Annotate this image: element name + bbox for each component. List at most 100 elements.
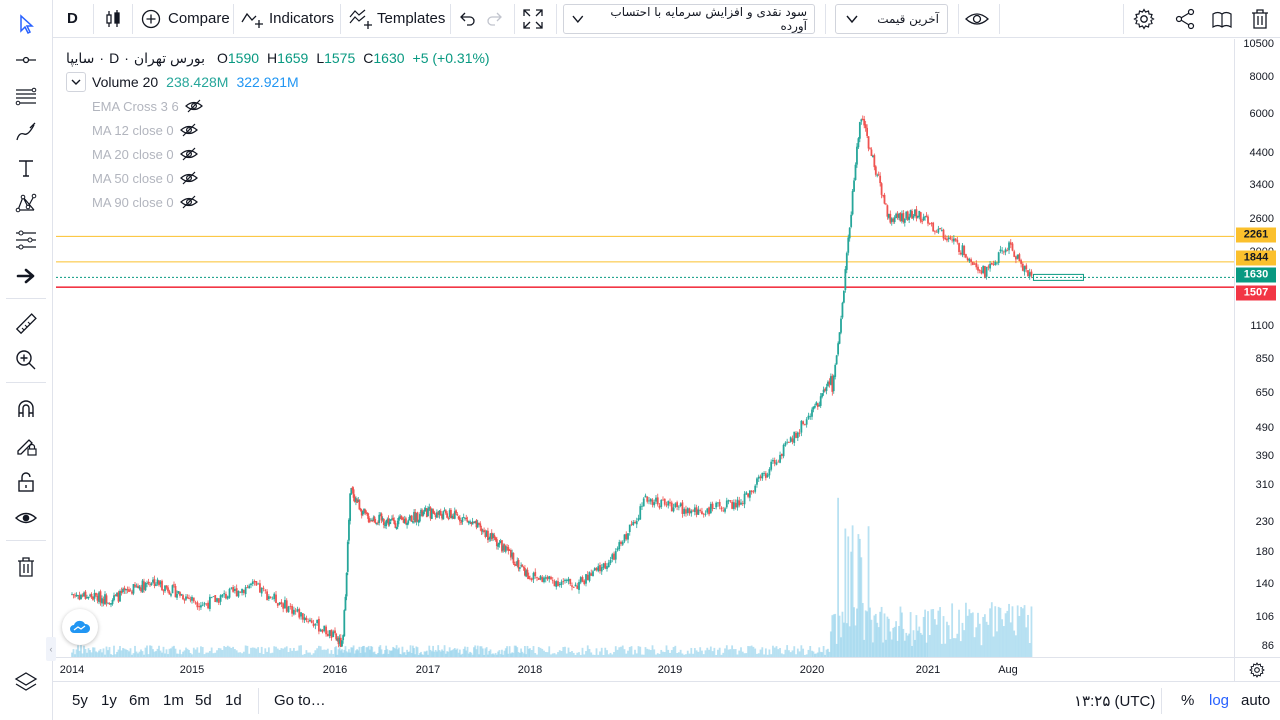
volume-bar: [965, 602, 967, 657]
volume-bar: [906, 635, 909, 657]
volume-bar: [825, 649, 828, 657]
brush-tool-icon[interactable]: [8, 117, 44, 147]
trend-line-tool-icon[interactable]: [8, 45, 44, 75]
eye-hidden-icon[interactable]: [184, 99, 203, 113]
range-button-1m[interactable]: 1m: [163, 692, 184, 709]
volume-bar: [515, 645, 517, 657]
collapse-legend-button[interactable]: [66, 72, 86, 92]
volume-bar: [337, 649, 340, 657]
volume-bar: [430, 651, 433, 657]
eye-hidden-icon[interactable]: [179, 147, 198, 161]
indicator-row[interactable]: MA 20 close 0: [92, 142, 490, 166]
axis-settings-button[interactable]: [1234, 657, 1280, 681]
volume-bar: [761, 647, 764, 657]
eye-hidden-icon[interactable]: [179, 171, 198, 185]
volume-bar: [499, 654, 502, 657]
cloud-logo-icon[interactable]: [62, 609, 98, 645]
volume-bar: [889, 631, 892, 657]
volume-bar: [922, 616, 925, 657]
templates-button[interactable]: Templates: [349, 3, 445, 34]
share-button[interactable]: [1174, 3, 1196, 34]
candle-body: [120, 590, 123, 593]
settings-button[interactable]: [1133, 3, 1155, 34]
eye-visibility-icon[interactable]: [8, 503, 44, 533]
volume-bar: [298, 645, 301, 657]
redo-button[interactable]: [485, 3, 505, 34]
range-button-5d[interactable]: 5d: [195, 692, 212, 709]
volume-bar: [161, 652, 163, 657]
range-button-6m[interactable]: 6m: [129, 692, 150, 709]
goto-button[interactable]: Go to…: [274, 692, 326, 709]
adjustment-select[interactable]: سود نقدی و افزایش سرمایه با احتساب آورده: [563, 4, 815, 34]
indicator-row[interactable]: MA 12 close 0: [92, 118, 490, 142]
chart-style-button[interactable]: [103, 3, 123, 34]
log-scale-toggle[interactable]: log: [1209, 692, 1230, 709]
eye-hidden-icon[interactable]: [179, 195, 198, 209]
fib-retracement-tool-icon[interactable]: [8, 81, 44, 111]
volume-bar: [77, 645, 79, 657]
ruler-icon[interactable]: [8, 309, 44, 339]
candle-body: [430, 508, 433, 519]
symbol-name[interactable]: سایپا: [66, 49, 95, 66]
candle-body: [970, 259, 973, 262]
volume-bar: [417, 654, 420, 657]
price-type-select[interactable]: آخرین قیمت: [835, 4, 948, 34]
collapse-toolbar-handle[interactable]: ‹: [46, 637, 56, 661]
remove-button[interactable]: [1250, 3, 1270, 34]
candle-body: [927, 216, 929, 224]
volume-bar: [487, 654, 489, 657]
compare-button[interactable]: Compare: [141, 3, 230, 34]
interval-button[interactable]: D: [67, 10, 78, 27]
indicator-row[interactable]: EMA Cross 3 6: [92, 94, 490, 118]
lock-drawing-pencil-icon[interactable]: [8, 430, 44, 460]
candle-body: [642, 498, 645, 507]
range-button-5y[interactable]: 5y: [72, 692, 88, 709]
snapshot-button[interactable]: [1211, 3, 1233, 34]
percent-scale-toggle[interactable]: %: [1181, 692, 1195, 709]
zoom-in-icon[interactable]: [8, 345, 44, 375]
indicator-row[interactable]: MA 50 close 0: [92, 166, 490, 190]
volume-bar: [978, 623, 981, 657]
candle-body: [164, 585, 166, 592]
fullscreen-button[interactable]: [522, 3, 544, 34]
arrow-tool-icon[interactable]: [8, 261, 44, 291]
clock-display[interactable]: ۱۳:۲۵ (UTC): [1074, 693, 1156, 710]
volume-bar: [374, 653, 377, 657]
volume-bar: [425, 650, 428, 657]
eye-hidden-icon[interactable]: [179, 123, 198, 137]
volume-bar: [977, 612, 979, 657]
magnet-icon[interactable]: [8, 394, 44, 424]
pattern-tool-icon[interactable]: [8, 189, 44, 219]
time-axis[interactable]: 2014 2015 2016 2017 2018 2019 2020 2021 Aug: [56, 657, 1234, 681]
volume-bar: [282, 648, 285, 657]
candle-body: [225, 593, 227, 599]
price-axis[interactable]: 1050080006000440034002600200011008506504…: [1234, 38, 1280, 681]
text-tool-icon[interactable]: [8, 153, 44, 183]
range-button-1d[interactable]: 1d: [225, 692, 242, 709]
undo-button[interactable]: [457, 3, 477, 34]
candle-body: [344, 596, 347, 611]
indicators-button[interactable]: Indicators: [241, 3, 334, 34]
prediction-tool-icon[interactable]: [8, 225, 44, 255]
volume-bar: [81, 653, 84, 657]
candle-body: [581, 577, 584, 582]
auto-scale-toggle[interactable]: auto: [1241, 692, 1271, 709]
candle-body: [203, 603, 206, 605]
volume-indicator-name[interactable]: Volume 20: [92, 74, 159, 90]
volume-bar: [485, 647, 488, 657]
hide-drawings-button[interactable]: [965, 3, 989, 34]
cursor-tool-icon[interactable]: [8, 9, 44, 39]
volume-bar: [92, 647, 94, 657]
volume-bar: [896, 640, 899, 657]
indicator-row[interactable]: MA 90 close 0: [92, 190, 490, 214]
range-button-1y[interactable]: 1y: [101, 692, 117, 709]
trash-icon[interactable]: [8, 552, 44, 582]
candle-body: [217, 598, 220, 603]
candle-body: [502, 545, 505, 551]
layers-icon[interactable]: [8, 667, 44, 697]
unlock-icon[interactable]: [8, 467, 44, 497]
chart-pane[interactable]: [56, 39, 1234, 657]
candle-body: [425, 508, 428, 518]
price-chart[interactable]: [56, 39, 1234, 657]
candle-body: [583, 580, 586, 585]
